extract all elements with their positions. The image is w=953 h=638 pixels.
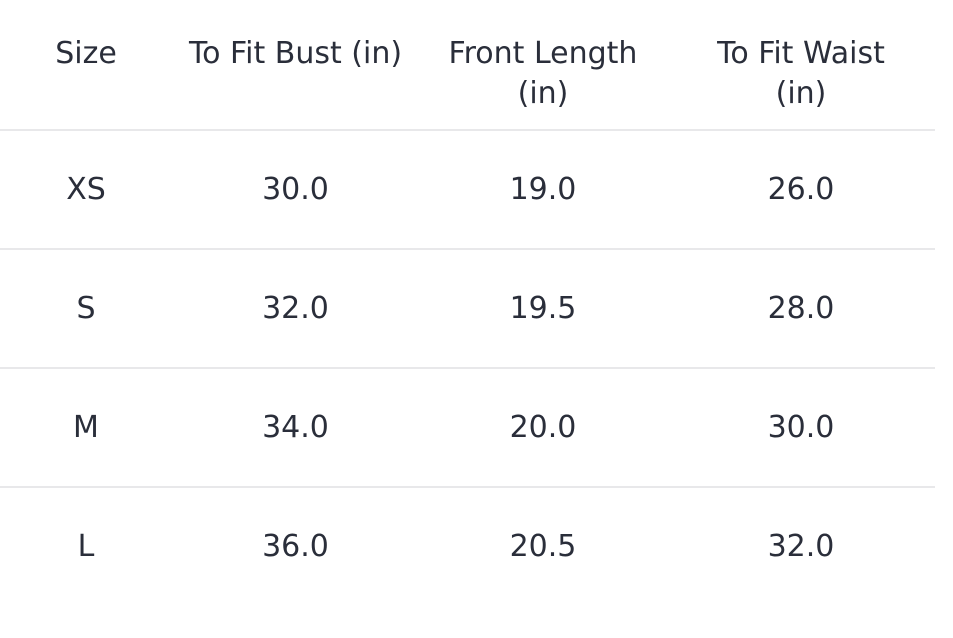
cell-bust: 34.0: [172, 368, 419, 488]
table-row: L 36.0 20.5 32.0: [0, 487, 935, 606]
column-header-front-length-label: Front Length (in): [448, 36, 638, 112]
cell-waist: 32.0: [767, 529, 835, 564]
cell-size: S: [0, 249, 172, 369]
cell-size: XS: [0, 130, 172, 250]
cell-bust: 30.0: [172, 130, 419, 250]
cell-front-length: 19.0: [419, 130, 667, 250]
column-header-waist: To Fit Waist (in): [667, 0, 935, 131]
table-header-row: Size To Fit Bust (in) Front Length (in) …: [0, 0, 935, 131]
table-row: M 34.0 20.0 30.0: [0, 368, 935, 488]
column-header-bust-label: To Fit Bust (in): [188, 36, 403, 71]
column-header-bust: To Fit Bust (in): [172, 0, 419, 131]
size-chart-table: Size To Fit Bust (in) Front Length (in) …: [0, 0, 935, 606]
cell-waist: 26.0: [667, 130, 935, 250]
column-header-size: Size: [0, 0, 172, 131]
cell-size: L: [77, 529, 95, 564]
column-header-size-label: Size: [55, 36, 117, 71]
table-row: S 32.0 19.5 28.0: [0, 249, 935, 369]
cell-front-length: 19.5: [419, 249, 667, 369]
cell-waist: 28.0: [667, 249, 935, 369]
cell-size: M: [0, 368, 172, 488]
cell-front-length: 20.5: [509, 529, 577, 564]
column-header-waist-label: To Fit Waist (in): [717, 36, 885, 112]
table-row: XS 30.0 19.0 26.0: [0, 130, 935, 250]
cell-front-length: 20.0: [419, 368, 667, 488]
cell-bust: 32.0: [172, 249, 419, 369]
cell-waist: 30.0: [667, 368, 935, 488]
column-header-front-length: Front Length (in): [419, 0, 667, 131]
table-header: Size To Fit Bust (in) Front Length (in) …: [0, 0, 935, 131]
table-body: XS 30.0 19.0 26.0 S 32.0 19.5 28.0 M 34.…: [0, 130, 935, 606]
cell-bust: 36.0: [262, 529, 329, 564]
